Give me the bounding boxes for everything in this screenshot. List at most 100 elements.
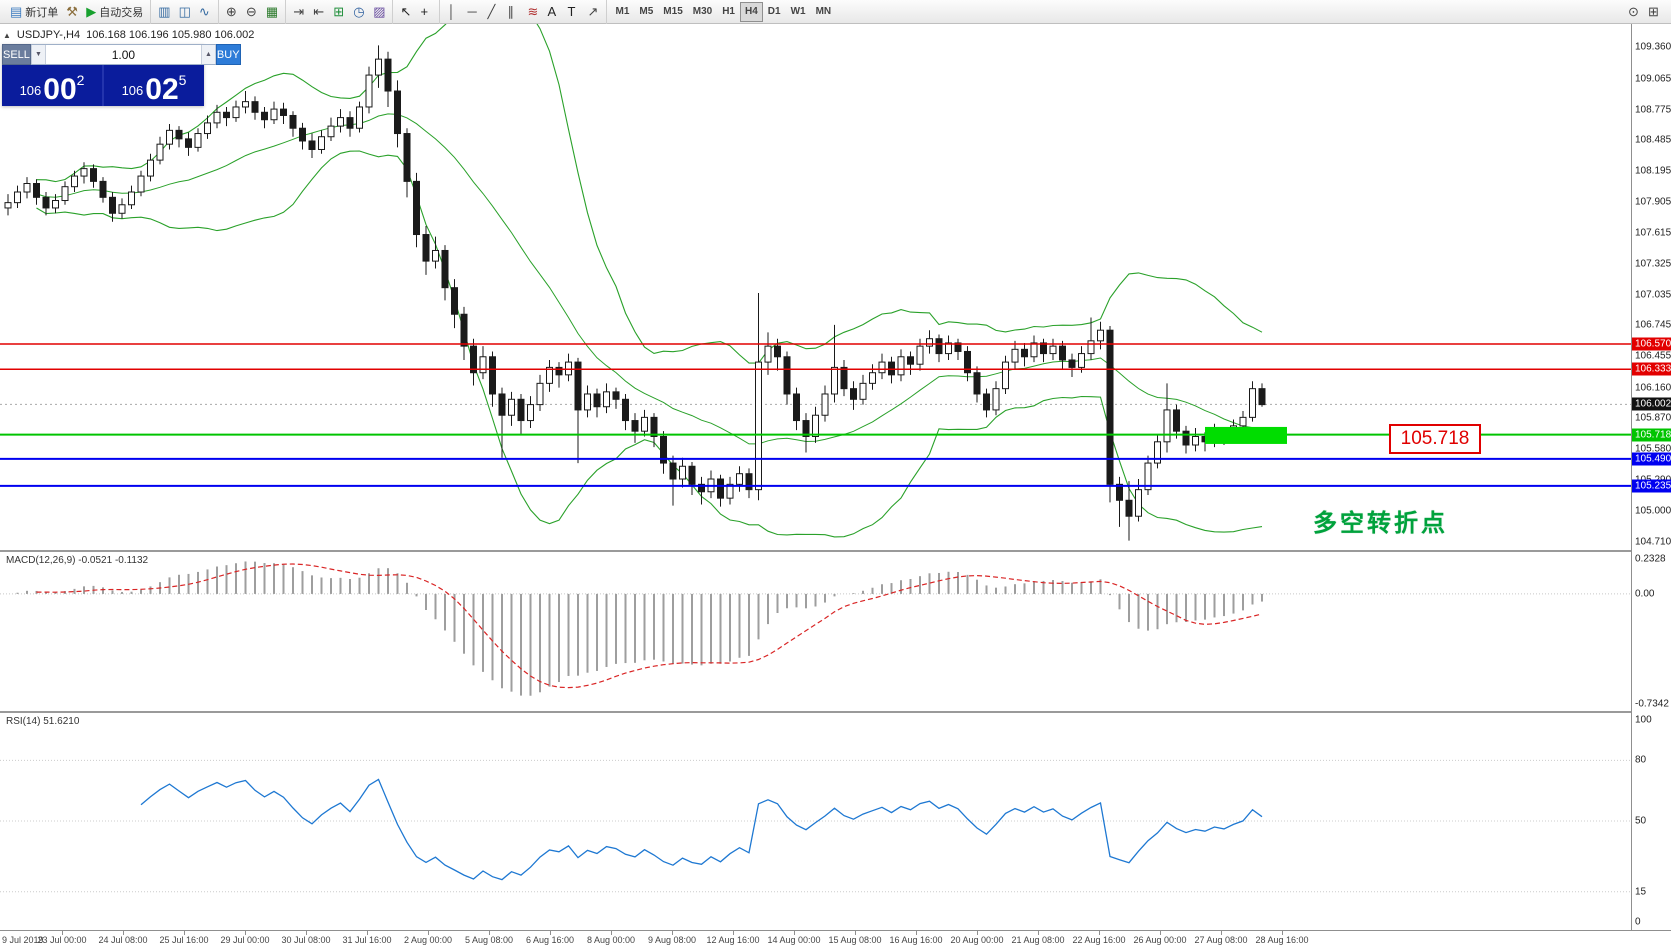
- price-tick: 108.775: [1635, 104, 1671, 116]
- timeframe-w1[interactable]: W1: [786, 2, 811, 22]
- time-axis-tick: [672, 931, 673, 935]
- price-scale[interactable]: 109.360 109.065 108.775 108.485 108.195 107.9…: [1631, 24, 1671, 930]
- price-tick: 105.870: [1635, 412, 1671, 424]
- sell-price-prefix: 106: [19, 83, 42, 98]
- auto-scroll-icon: ⇥: [293, 4, 305, 19]
- timeframe-m30[interactable]: M30: [688, 2, 717, 22]
- time-axis-tick: [611, 931, 612, 935]
- auto-scroll-button[interactable]: ⇥: [289, 2, 309, 22]
- time-axis-label: 14 Aug 00:00: [767, 935, 821, 945]
- time-axis-label: 29 Jul 00:00: [220, 935, 270, 945]
- turning-point-annotation[interactable]: 多空转折点: [1313, 510, 1448, 537]
- level-price-tag[interactable]: 105.490: [1632, 452, 1671, 466]
- current-price-tag: 106.002: [1632, 397, 1671, 411]
- trendline-button[interactable]: ╱: [483, 2, 503, 22]
- new-chart-window-button[interactable]: ⊞: [1644, 2, 1664, 22]
- timeframe-m5[interactable]: M5: [634, 2, 658, 22]
- tile-windows-button[interactable]: ▦: [262, 2, 282, 22]
- price-tick: 106.745: [1635, 319, 1671, 331]
- sell-price-display[interactable]: 106 00 2: [2, 65, 102, 106]
- horizontal-line-icon: ─: [467, 4, 477, 19]
- cursor-button[interactable]: ↖: [396, 2, 416, 22]
- periods-icon: ◷: [353, 4, 365, 19]
- time-axis-label: 12 Aug 16:00: [706, 935, 760, 945]
- candlestick-chart-icon: ◫: [178, 4, 191, 19]
- timeframe-m15[interactable]: M15: [658, 2, 687, 22]
- price-tick: 106.455: [1635, 350, 1671, 362]
- collapse-arrow-icon[interactable]: ▲: [3, 30, 11, 40]
- timeframe-d1[interactable]: D1: [763, 2, 786, 22]
- price-callout-box[interactable]: 105.718: [1389, 424, 1481, 454]
- text-button[interactable]: A: [543, 2, 563, 22]
- time-axis-label: 2 Aug 00:00: [403, 935, 453, 945]
- fibonacci-icon: ≋: [527, 4, 539, 19]
- vertical-line-icon: │: [447, 4, 456, 19]
- time-axis-label: 30 Jul 08:00: [281, 935, 331, 945]
- time-axis-label: 22 Aug 16:00: [1072, 935, 1126, 945]
- equidistant-channel-button[interactable]: ∥: [503, 2, 523, 22]
- time-axis-label: 8 Aug 00:00: [586, 935, 636, 945]
- level-price-tag[interactable]: 105.235: [1632, 479, 1671, 493]
- experts-button[interactable]: ⚒: [62, 2, 82, 22]
- new-order-button[interactable]: ▤ 新订单: [6, 2, 62, 22]
- time-axis-tick: [306, 931, 307, 935]
- sell-button[interactable]: SELL: [2, 44, 31, 65]
- symbol-title: USDJPY-,H4: [16, 29, 81, 41]
- zoom-in-icon: ⊕: [225, 4, 237, 19]
- arrows-button[interactable]: ↗: [583, 2, 603, 22]
- vertical-line-button[interactable]: │: [443, 2, 463, 22]
- periods-button[interactable]: ◷: [349, 2, 369, 22]
- rsi-scale-tick: 0: [1635, 916, 1641, 928]
- time-axis-tick: [245, 931, 246, 935]
- time-axis-tick: [855, 931, 856, 935]
- search-button[interactable]: ⊙: [1624, 2, 1644, 22]
- level-price-tag[interactable]: 105.718: [1632, 428, 1671, 442]
- time-axis-tick: [1160, 931, 1161, 935]
- candlestick-chart-button[interactable]: ◫: [175, 2, 195, 22]
- chart-canvas[interactable]: [0, 24, 1631, 930]
- time-axis-label: 15 Aug 08:00: [828, 935, 882, 945]
- toolbar: ▤ 新订单 ⚒ ▶ 自动交易 ▥ ◫ ∿ ⊕ ⊖ ▦ ⇥ ⇤ ⊞ ◷ ▨ ↖ + │ ─ ╱ ∥ ≋ A T ↗ M1 M5 M15 M3…: [0, 0, 1671, 24]
- time-axis[interactable]: 9 Jul 2019 23 Jul 00:00 24 Jul 08:00 25 Jul…: [0, 930, 1671, 948]
- line-chart-icon: ∿: [198, 4, 210, 19]
- rsi-indicator-label: RSI(14) 51.6210: [4, 716, 82, 727]
- horizontal-line-button[interactable]: ─: [463, 2, 483, 22]
- price-tick: 107.035: [1635, 289, 1671, 301]
- buy-button[interactable]: BUY: [215, 44, 241, 65]
- time-axis-label: 25 Jul 16:00: [159, 935, 209, 945]
- ohlc-values: 106.168 106.196 105.980 106.002: [86, 29, 255, 41]
- auto-trading-button[interactable]: ▶ 自动交易: [82, 2, 147, 22]
- bar-chart-button[interactable]: ▥: [154, 2, 174, 22]
- timeframe-m1[interactable]: M1: [610, 2, 634, 22]
- volume-down-icon[interactable]: ▼: [30, 45, 46, 64]
- time-axis-tick: [62, 931, 63, 935]
- level-price-tag[interactable]: 106.333: [1632, 362, 1671, 376]
- zoom-in-button[interactable]: ⊕: [222, 2, 242, 22]
- tile-windows-icon: ▦: [265, 4, 279, 19]
- chart-shift-button[interactable]: ⇤: [309, 2, 329, 22]
- timeframe-h1[interactable]: H1: [717, 2, 740, 22]
- level-price-tag[interactable]: 106.570: [1632, 337, 1671, 351]
- indicators-button[interactable]: ⊞: [329, 2, 349, 22]
- zoom-out-button[interactable]: ⊖: [242, 2, 262, 22]
- toolbar-right-group: ⊙ ⊞: [1624, 2, 1668, 22]
- trendline-icon: ╱: [487, 4, 496, 19]
- timeframe-mn[interactable]: MN: [811, 2, 837, 22]
- text-label-button[interactable]: T: [563, 2, 583, 22]
- price-tick: 109.065: [1635, 73, 1671, 85]
- auto-trading-label: 自动交易: [99, 6, 144, 19]
- volume-input[interactable]: [45, 45, 201, 64]
- crosshair-button[interactable]: +: [416, 2, 436, 22]
- time-axis-tick: [1282, 931, 1283, 935]
- buy-price-display[interactable]: 106 02 5: [104, 65, 204, 106]
- price-tick: 107.615: [1635, 227, 1671, 239]
- new-order-label: 新订单: [25, 6, 59, 19]
- fibonacci-button[interactable]: ≋: [523, 2, 543, 22]
- volume-up-icon[interactable]: ▲: [200, 45, 216, 64]
- price-tick: 104.710: [1635, 536, 1671, 548]
- templates-button[interactable]: ▨: [369, 2, 389, 22]
- time-axis-tick: [550, 931, 551, 935]
- line-chart-button[interactable]: ∿: [195, 2, 215, 22]
- timeframe-h4[interactable]: H4: [740, 1, 763, 22]
- oct-divider: [102, 65, 104, 106]
